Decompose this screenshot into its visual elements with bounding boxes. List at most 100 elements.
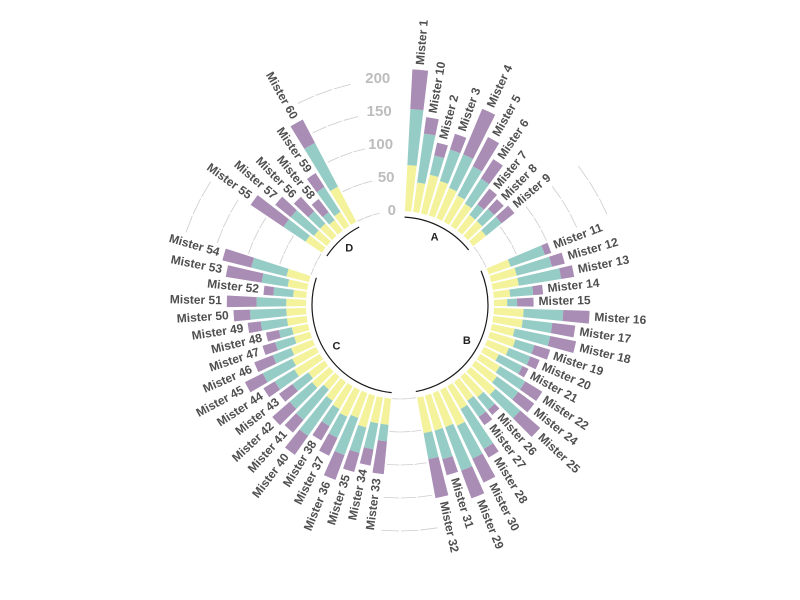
bar-mister-14 [493, 284, 544, 299]
bar-segment-1 [308, 360, 329, 379]
bar-segment-2 [460, 404, 494, 450]
bar-segment-3 [541, 242, 552, 255]
bar-segment-1 [404, 164, 417, 212]
grid-line [499, 226, 507, 236]
grid-line [216, 228, 223, 244]
bar-segment-2 [296, 384, 329, 420]
bar-segment-3 [547, 335, 577, 353]
bar-mister-26 [460, 372, 500, 415]
bar-segment-1 [436, 187, 457, 221]
bar-mister-42 [272, 366, 334, 426]
bar-segment-2 [308, 211, 326, 229]
bar-mister-48 [265, 323, 310, 342]
bar-segment-2 [429, 155, 445, 178]
bar-segment-1 [447, 382, 468, 410]
bar-segment-2 [509, 286, 534, 297]
grid-line [400, 529, 419, 532]
bar-label: Mister 51 [170, 292, 223, 307]
grid-line [310, 267, 314, 275]
bar-segment-2 [261, 273, 290, 287]
grid-line [384, 496, 400, 499]
group-arc [311, 277, 392, 394]
bar-mister-19 [488, 331, 551, 360]
bar-segment-1 [440, 387, 465, 426]
group-label-d: D [345, 242, 353, 254]
bar-segment-3 [343, 449, 360, 473]
bar-segment-3 [247, 321, 263, 334]
bar-segment-3 [461, 466, 485, 499]
bar-label: Mister 60 [263, 69, 301, 121]
bar-segment-2 [321, 404, 340, 427]
bar-mister-25 [466, 366, 541, 437]
bar-segment-1 [460, 372, 484, 398]
bar-mister-21 [481, 346, 529, 378]
bar-segment-2 [492, 376, 519, 400]
bar-segment-3 [483, 443, 499, 458]
bar-segment-2 [495, 354, 523, 375]
bar-segment-1 [454, 378, 474, 401]
grid-line [400, 464, 414, 466]
grid-line [569, 213, 578, 228]
bar-segment-1 [323, 372, 340, 390]
bar-segment-1 [432, 390, 454, 428]
bar-label: Mister 52 [207, 276, 261, 296]
grid-line [342, 187, 352, 193]
grid-line [551, 186, 562, 199]
bar-mister-49 [247, 315, 308, 334]
bar-segment-3 [272, 401, 297, 426]
bar-mister-1 [404, 69, 429, 212]
bar-segment-3 [512, 391, 535, 413]
bar-segment-3 [306, 172, 325, 193]
grid-line [525, 206, 534, 217]
bar-segment-1 [493, 307, 524, 318]
bar-segment-3 [275, 196, 297, 218]
bar-segment-3 [226, 295, 257, 308]
grid-layer [185, 84, 608, 532]
bar-segment-1 [334, 211, 350, 230]
bar-segment-1 [457, 214, 476, 235]
bar-segment-3 [516, 297, 534, 307]
bar-segment-2 [349, 424, 367, 453]
bar-segment-3 [293, 196, 315, 218]
bar-mister-27 [454, 378, 493, 426]
bar-mister-33 [372, 397, 392, 475]
bar-segment-3 [487, 403, 500, 415]
bar-segment-1 [286, 307, 307, 317]
grid-line [352, 183, 362, 188]
bar-segment-2 [275, 336, 297, 351]
bar-segment-2 [417, 133, 436, 184]
bar-segment-1 [294, 353, 324, 377]
group-arc [404, 216, 470, 251]
grid-line [259, 217, 267, 229]
bar-mister-11 [486, 242, 552, 275]
y-tick-label: 50 [378, 169, 395, 186]
bar-segment-2 [290, 210, 319, 236]
bar-mister-7 [457, 188, 498, 235]
bar-segment-3 [559, 265, 575, 279]
bar-mister-15 [493, 297, 534, 307]
bar-segment-2 [363, 421, 379, 450]
bar-segment-2 [489, 388, 521, 419]
bar-segment-3 [423, 117, 439, 136]
bar-mister-10 [412, 117, 439, 213]
bar-segment-3 [495, 205, 515, 224]
bar-mister-16 [493, 307, 590, 324]
bar-mister-6 [450, 159, 503, 230]
bar-mister-55 [250, 195, 326, 253]
bar-segment-1 [320, 223, 337, 241]
bar-segment-3 [550, 322, 576, 338]
bar-segment-1 [313, 230, 331, 247]
bar-segment-1 [292, 346, 319, 366]
bar-segment-3 [311, 199, 329, 218]
bar-mister-45 [244, 346, 319, 393]
bar-mister-36 [323, 390, 368, 480]
bar-segment-3 [562, 310, 590, 324]
grid-line [482, 260, 487, 268]
bar-label: Mister 16 [594, 310, 647, 327]
bar-segment-1 [428, 180, 449, 218]
bar-segment-3 [265, 329, 281, 342]
bar-label: Mister 15 [538, 293, 591, 308]
bar-mister-54 [222, 248, 311, 283]
bar-segment-1 [380, 397, 392, 425]
bar-segment-2 [299, 396, 333, 436]
